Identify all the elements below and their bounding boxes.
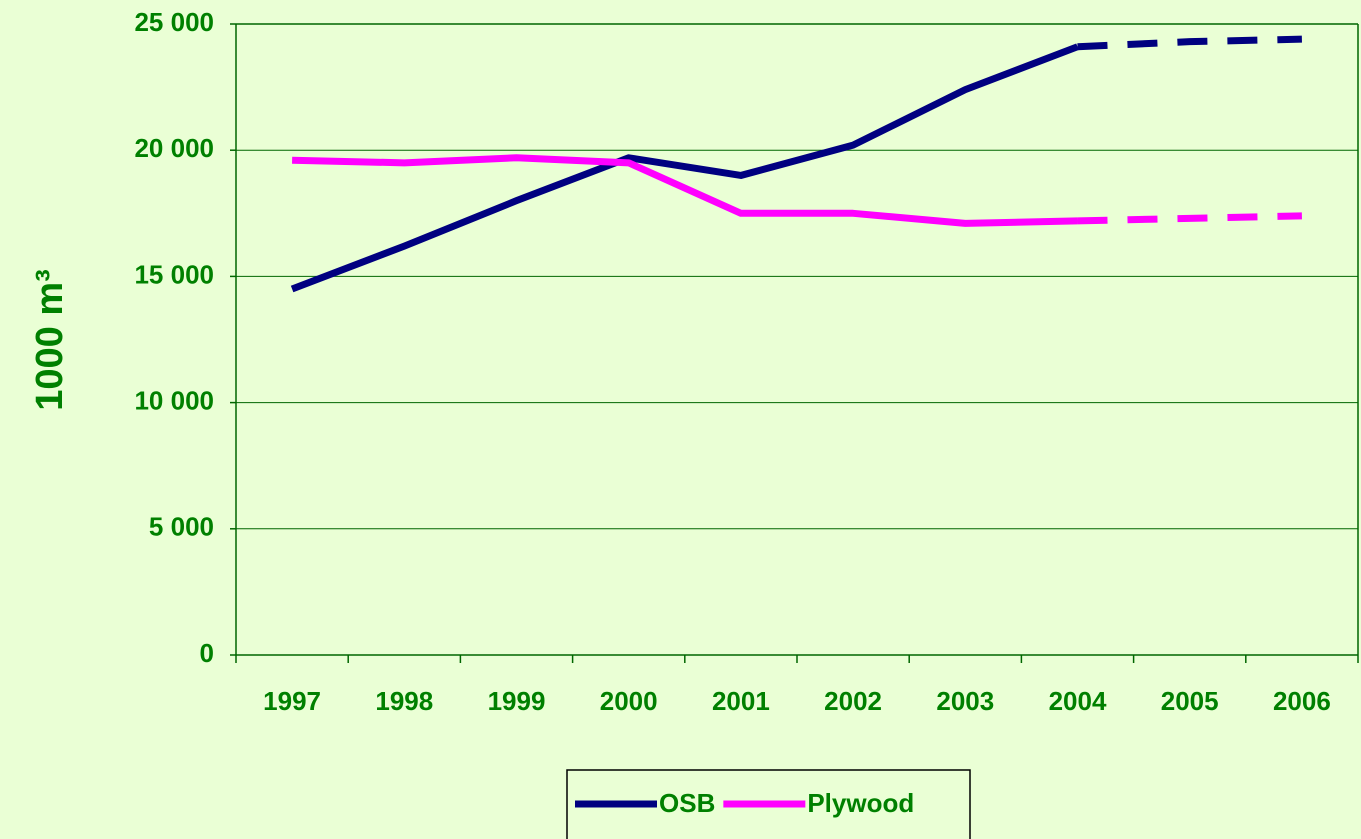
series-line <box>1077 35 1302 51</box>
y-tick-label: 0 <box>200 638 214 668</box>
legend-label: Plywood <box>807 788 914 818</box>
x-tick-label: 2003 <box>936 686 994 716</box>
x-tick-label: 2002 <box>824 686 882 716</box>
y-tick-label: 10 000 <box>134 385 214 415</box>
x-tick-label: 2000 <box>600 686 658 716</box>
legend-label: OSB <box>659 788 715 818</box>
x-tick-label: 1998 <box>375 686 433 716</box>
series-line <box>290 43 1079 293</box>
y-tick-label: 15 000 <box>134 259 214 289</box>
y-tick-label: 25 000 <box>134 7 214 37</box>
y-tick-label: 5 000 <box>149 512 214 542</box>
x-tick-label: 2006 <box>1273 686 1331 716</box>
series-line <box>292 154 1078 227</box>
y-axis-label: 1000 m³ <box>29 269 71 411</box>
x-tick-label: 1999 <box>488 686 546 716</box>
x-tick-label: 1997 <box>263 686 321 716</box>
series-line <box>1077 212 1302 225</box>
x-tick-label: 2004 <box>1049 686 1107 716</box>
x-tick-label: 2005 <box>1161 686 1219 716</box>
y-tick-label: 20 000 <box>134 133 214 163</box>
x-tick-label: 2001 <box>712 686 770 716</box>
